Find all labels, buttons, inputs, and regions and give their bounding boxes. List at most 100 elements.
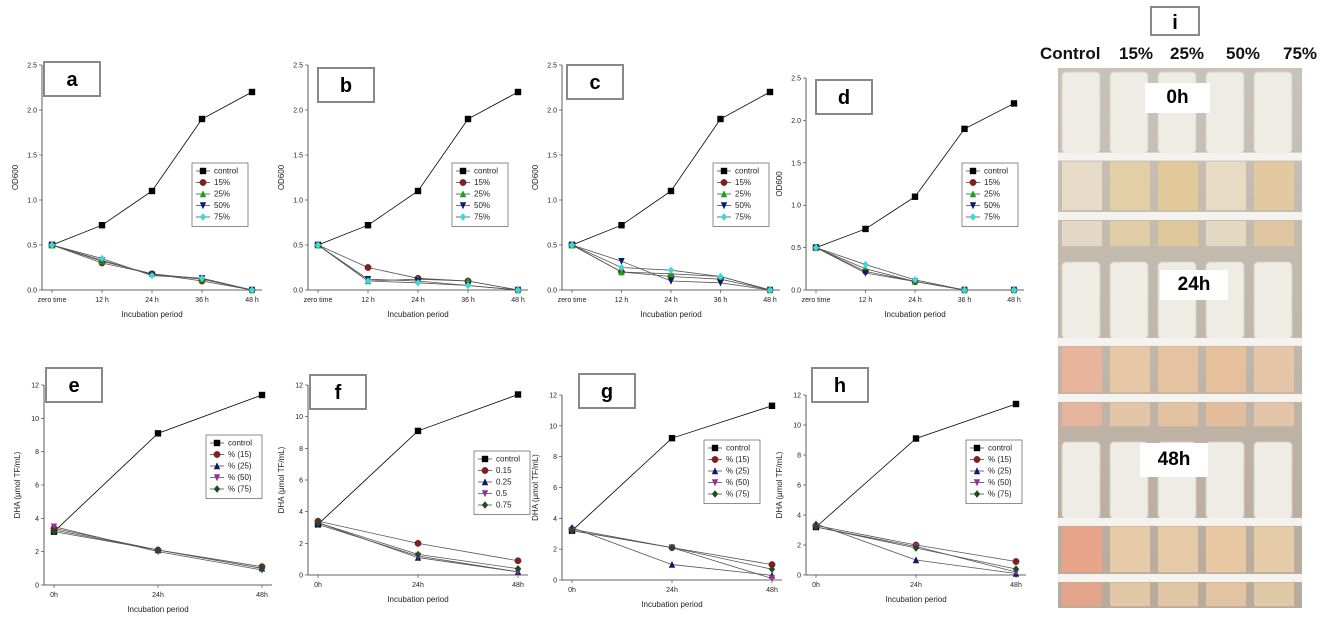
tube-glass [1061,441,1101,519]
legend-marker [481,467,489,474]
legend-marker [973,444,981,452]
legend-label: 50% [984,201,1000,210]
y-tick-label: 4 [553,516,557,523]
x-tick-label: 24 h [145,297,159,304]
conc-label-15: 15% [1119,44,1154,63]
y-axis-title: OD600 [11,164,20,190]
legend-marker [969,202,977,210]
panel-label: c [589,72,600,94]
data-point [198,115,206,123]
x-axis-title: Incubation period [640,310,701,319]
x-tick-label: 0h [314,582,322,589]
panel-label: b [340,75,352,97]
chart-panel-g: 0 2 4 6 8 10 12 0h 24h 48h Incubation period DHA (μ… [531,373,782,609]
legend-label: % (15) [228,450,252,459]
data-point [667,266,675,274]
panel-label: f [335,382,342,404]
legend-marker [481,478,489,486]
y-tick-label: 2.0 [293,108,303,115]
x-tick-label: 12 h [361,297,375,304]
x-axis-title: Incubation period [884,310,945,319]
x-tick-label: 24 h [908,297,922,304]
x-axis-title: Incubation period [127,605,188,614]
legend-marker [481,455,489,463]
legend-label: control [726,444,750,453]
y-tick-label: 2 [299,541,303,548]
tube-liquid [1206,221,1246,247]
legend-label: 15% [474,178,490,187]
conc-label-25: 25% [1170,44,1205,63]
data-point [154,430,162,437]
legend-label: 25% [735,190,751,199]
y-tick-label: 0.0 [293,288,303,295]
legend-label: 50% [214,201,230,210]
legend-marker [213,439,221,447]
tube-liquid [1110,582,1150,607]
legend-label: % (15) [988,455,1012,464]
y-tick-label: 12 [295,383,303,390]
data-point [414,187,422,195]
legend-marker [720,213,728,221]
tube-liquid [1062,161,1102,211]
y-tick-label: 12 [31,383,39,390]
tube-liquid [1062,221,1102,247]
x-axis-title: Incubation period [387,310,448,319]
data-point [961,286,968,294]
x-tick-label: 24 h [411,297,425,304]
data-point [618,263,625,272]
data-point [911,276,919,284]
y-tick-label: 1.5 [27,153,37,160]
data-point [568,526,576,535]
x-tick-label: 12 h [615,297,629,304]
time-label-0h: 0h [1145,83,1210,113]
data-point [768,565,776,573]
legend-marker [213,451,221,458]
y-tick-label: 0 [797,573,801,580]
x-tick-label: 48h [256,592,268,599]
data-point [717,279,724,287]
tube-liquid [1062,402,1102,427]
legend-marker [481,490,489,498]
y-tick-label: 1.5 [791,160,801,167]
x-tick-label: zero time [38,297,67,304]
legend-label: % (50) [988,478,1012,487]
y-axis-title: OD600 [775,171,784,197]
series-line-3 [571,530,773,579]
data-point [768,402,776,409]
data-point [514,391,522,398]
x-tick-label: 48 h [511,297,525,304]
data-point [668,434,676,442]
y-tick-label: 1.0 [27,198,37,205]
tube-photo [1058,68,1302,608]
x-axis-title: Incubation period [121,310,182,319]
y-tick-label: 2 [553,547,557,554]
panel-label: g [601,381,613,403]
y-tick-label: 1.5 [293,153,303,160]
data-point [568,241,576,249]
legend-marker [459,190,467,198]
tube-liquid [1254,346,1294,393]
time-label-24h: 24h [1160,270,1228,300]
legend-marker [969,213,977,221]
legend-label: 15% [214,178,230,187]
data-point [414,550,422,559]
y-tick-label: 4 [35,516,39,523]
legend-label: % (75) [228,485,252,494]
legend-marker [199,167,207,175]
legend-label: control [496,455,520,464]
y-tick-label: 8 [299,446,303,453]
tube-liquid [1110,346,1150,393]
x-tick-label: 24h [910,582,922,589]
x-tick-label: 36 h [714,297,728,304]
data-point [48,241,56,249]
data-point [364,277,372,285]
tube-liquid [1110,161,1150,211]
legend-label: control [474,167,498,176]
chart-panel-a: 0.0 0.5 1.0 1.5 2.0 2.5 zero time 12 h 24 h 36 h 4… [11,61,262,319]
data-point [668,543,676,552]
tube-liquid [1158,346,1198,393]
y-axis-title: OD600 [277,164,286,190]
tube-glass [1109,261,1149,339]
data-point [912,435,920,442]
y-tick-label: 2.0 [27,108,37,115]
